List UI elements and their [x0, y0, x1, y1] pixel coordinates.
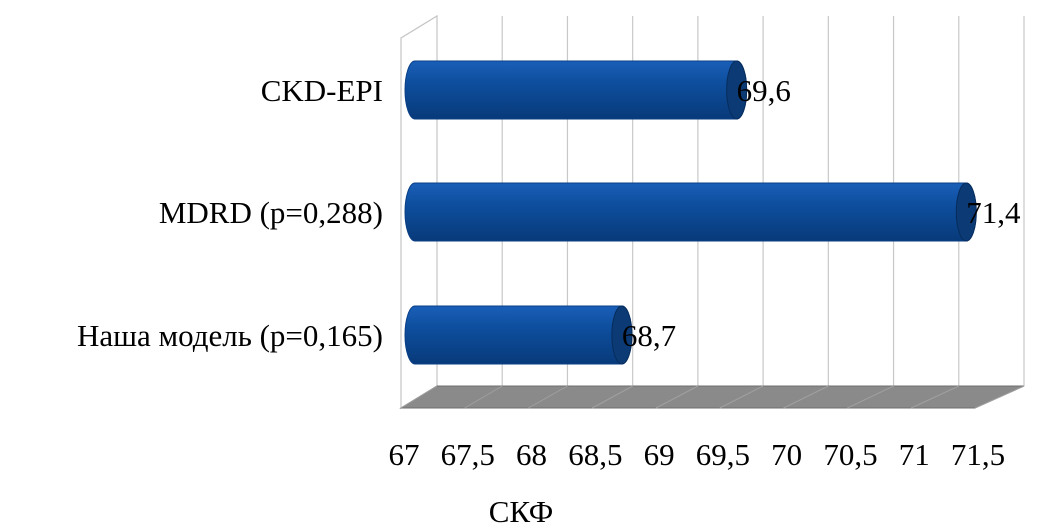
- bar-end-cap: [955, 182, 977, 242]
- floor: [399, 385, 1025, 409]
- floor-gridlines: [400, 385, 1025, 409]
- x-tick-label: 70,5: [823, 437, 877, 472]
- floor-gridline: [592, 385, 633, 409]
- category-label: MDRD (p=0,288): [159, 195, 383, 230]
- bar-body: [404, 182, 977, 242]
- floor-gridline: [911, 385, 959, 409]
- data-label: 69,6: [737, 73, 791, 108]
- x-tick-label: 69,5: [696, 437, 750, 472]
- floor-gridline: [974, 385, 1025, 409]
- bar-end-cap: [726, 60, 748, 120]
- category-label: Наша модель (p=0,165): [77, 318, 383, 353]
- data-label: 71,4: [966, 195, 1021, 230]
- bar: [404, 305, 633, 365]
- x-tick-label: 67,5: [441, 437, 495, 472]
- floor-gridline: [783, 385, 829, 409]
- x-tick-label: 68,5: [568, 437, 622, 472]
- floor-gridline: [464, 385, 503, 409]
- x-tick-label: 70: [771, 437, 802, 472]
- floor-gridline: [655, 385, 699, 409]
- bar-body: [404, 60, 748, 120]
- bar-end-cap: [611, 305, 633, 365]
- floor-gridline: [719, 385, 764, 409]
- x-tick-label: 67: [389, 437, 420, 472]
- x-tick-label: 71,5: [951, 437, 1005, 472]
- x-tick-label: 68: [516, 437, 547, 472]
- x-tick-labels: 67 67,5 68 68,5 69 69,5 70 70,5 71 71,5: [389, 437, 1006, 472]
- category-labels: CKD-EPI MDRD (p=0,288) Наша модель (p=0,16…: [77, 73, 383, 353]
- bar: [404, 60, 748, 120]
- floor-gridline: [528, 385, 568, 409]
- data-label: 68,7: [622, 318, 676, 353]
- bars: [404, 60, 977, 365]
- x-tick-label: 69: [644, 437, 675, 472]
- x-tick-label: 71: [899, 437, 930, 472]
- floor-gridline: [400, 385, 438, 409]
- data-labels: 69,6 71,4 68,7: [622, 73, 1021, 353]
- bar: [404, 182, 977, 242]
- bar-body: [404, 305, 633, 365]
- category-label: CKD-EPI: [261, 73, 383, 108]
- floor-plane: [399, 385, 1025, 409]
- floor-gridline: [847, 385, 894, 409]
- x-axis-title: СКФ: [489, 494, 553, 525]
